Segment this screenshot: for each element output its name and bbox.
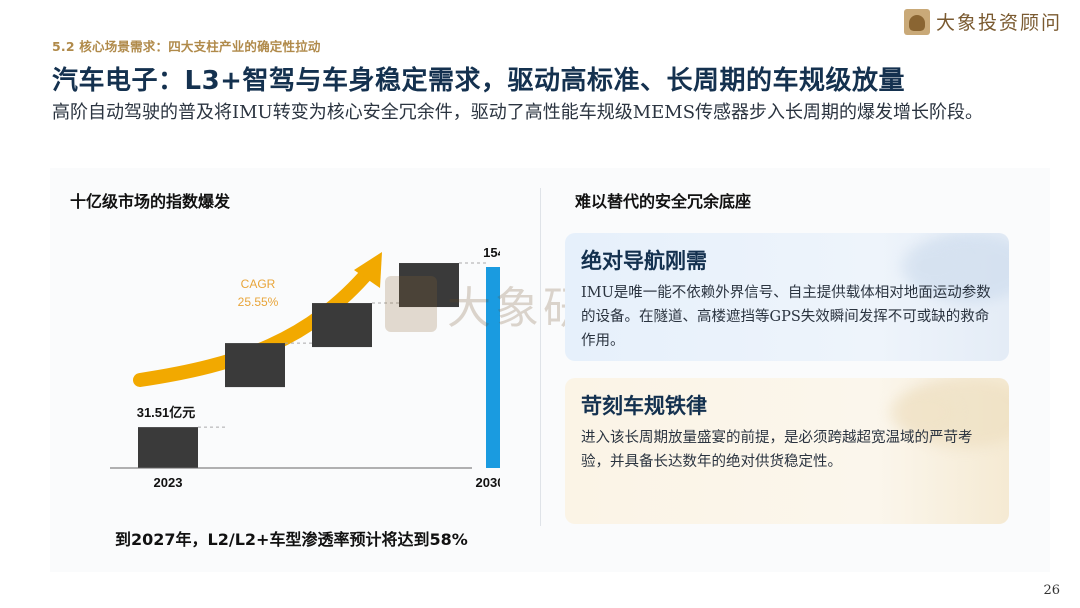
cagr-label: CAGR <box>241 277 276 291</box>
market-growth-chart: 31.51亿元 154.94亿元 CAGR 25.55% 2023 2030（预测） <box>110 245 500 490</box>
card-title: 绝对导航刚需 <box>581 248 707 273</box>
cloud-decoration <box>889 390 959 434</box>
cards-heading: 难以替代的安全冗余底座 <box>575 192 752 211</box>
page-title: 汽车电子：L3+智驾与车身稳定需求，驱动高标准、长周期的车规级放量 <box>52 66 905 96</box>
bar-start <box>138 427 198 468</box>
cloud-decoration <box>899 243 969 289</box>
bar-step <box>312 303 372 348</box>
brand-name: 大象投资顾问 <box>935 12 1062 34</box>
chart-heading: 十亿级市场的指数爆发 <box>70 192 231 211</box>
bar-step <box>399 263 459 308</box>
column-divider <box>540 188 541 526</box>
brand-logo: 大象投资顾问 <box>903 8 1062 35</box>
page-subtitle: 高阶自动驾驶的普及将IMU转变为核心安全冗余件，驱动了高性能车规级MEMS传感器… <box>52 102 984 123</box>
card-automotive-grade: 苛刻车规铁律 进入该长周期放量盛宴的前提，是必须跨越超宽温域的严苛考验，并具备长… <box>565 378 1009 524</box>
data-label-end: 154.94亿元 <box>483 245 500 260</box>
x-tick-label: 2030（预测） <box>476 475 500 490</box>
page-number: 26 <box>1043 583 1060 598</box>
card-body: IMU是唯一能不依赖外界信号、自主提供载体相对地面运动参数的设备。在隧道、高楼遮… <box>581 285 991 349</box>
elephant-logo-icon <box>903 8 930 35</box>
data-label-start: 31.51亿元 <box>137 405 196 420</box>
card-body: 进入该长周期放量盛宴的前提，是必须跨越超宽温域的严苛考验，并具备长达数年的绝对供… <box>581 430 973 470</box>
bar-step <box>225 343 285 388</box>
card-navigation: 绝对导航刚需 IMU是唯一能不依赖外界信号、自主提供载体相对地面运动参数的设备。… <box>565 233 1009 361</box>
chart-footnote: 到2027年，L2/L2+车型渗透率预计将达到58% <box>115 530 468 549</box>
section-tag: 5.2 核心场景需求：四大支柱产业的确定性拉动 <box>52 39 321 54</box>
growth-arrow-head <box>354 252 382 288</box>
card-title: 苛刻车规铁律 <box>581 393 707 418</box>
x-tick-label: 2023 <box>154 475 183 490</box>
cagr-value: 25.55% <box>238 295 279 309</box>
bar-end <box>486 267 500 468</box>
